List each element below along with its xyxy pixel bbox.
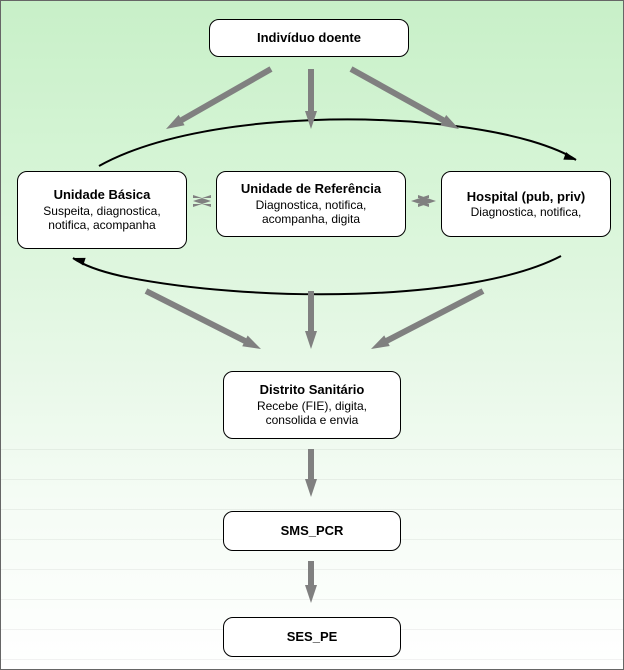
node-subtitle: Recebe (FIE), digita, consolida e envia [230, 399, 394, 428]
node-title: SES_PE [287, 629, 338, 645]
node-title: Hospital (pub, priv) [467, 189, 585, 205]
node-title: Indivíduo doente [257, 30, 361, 46]
node-sms-pcr: SMS_PCR [223, 511, 401, 551]
node-title: SMS_PCR [281, 523, 344, 539]
node-unidade-referencia: Unidade de Referência Diagnostica, notif… [216, 171, 406, 237]
node-individuo-doente: Indivíduo doente [209, 19, 409, 57]
node-subtitle: Diagnostica, notifica, acompanha, digita [223, 198, 399, 227]
node-ses-pe: SES_PE [223, 617, 401, 657]
flowchart-canvas: Indivíduo doente Unidade Básica Suspeita… [0, 0, 624, 670]
node-hospital: Hospital (pub, priv) Diagnostica, notifi… [441, 171, 611, 237]
node-unidade-basica: Unidade Básica Suspeita, diagnostica, no… [17, 171, 187, 249]
node-title: Unidade Básica [54, 187, 151, 203]
node-subtitle: Diagnostica, notifica, [471, 205, 582, 219]
node-title: Distrito Sanitário [260, 382, 365, 398]
node-title: Unidade de Referência [241, 181, 381, 197]
node-subtitle: Suspeita, diagnostica, notifica, acompan… [24, 204, 180, 233]
node-distrito-sanitario: Distrito Sanitário Recebe (FIE), digita,… [223, 371, 401, 439]
